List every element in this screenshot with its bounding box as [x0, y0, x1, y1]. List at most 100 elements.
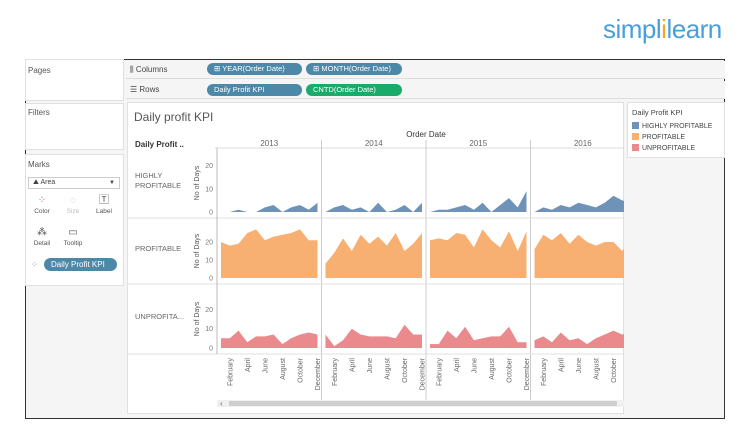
legend-item-highly-profitable[interactable]: HIGHLY PROFITABLE	[632, 122, 712, 132]
area-series-highly-profitable	[430, 191, 527, 212]
area-series-unprofitable	[221, 330, 318, 348]
month-tick-label: February	[227, 358, 234, 387]
mark-type-dropdown[interactable]: ⛰ Area ▼	[28, 177, 120, 189]
month-tick-label: February	[541, 358, 548, 387]
month-tick-label: June	[367, 358, 374, 373]
chevron-down-icon: ▼	[109, 180, 115, 186]
size-button-label: Size	[66, 208, 80, 215]
color-field-dots-icon: ⁘	[31, 260, 38, 269]
month-tick-label: April	[245, 358, 252, 372]
area-series-profitable	[325, 233, 422, 278]
y-tick-label: 20	[205, 240, 213, 247]
legend-swatch	[632, 122, 639, 129]
month-tick-label: April	[349, 358, 356, 372]
rows-icon: ☰	[130, 85, 138, 94]
legend-card	[627, 102, 725, 158]
month-tick-label: June	[471, 358, 478, 373]
pages-card	[25, 59, 124, 101]
rows-shelf-label: ☰ Rows	[130, 85, 160, 94]
row-label: PROFITABLE	[135, 244, 181, 253]
year-header: 2013	[260, 139, 278, 148]
marks-title: Marks	[28, 160, 50, 169]
y-tick-label: 0	[209, 210, 213, 217]
y-axis-title: No of Days	[194, 233, 201, 268]
month-tick-label: June	[262, 358, 269, 373]
pages-title: Pages	[28, 66, 51, 75]
row-label: UNPROFITA...	[135, 312, 184, 321]
columns-shelf-label: ⫼ Columns	[130, 65, 168, 74]
scrollbar-thumb	[229, 401, 617, 406]
size-circles-icon: ◌	[70, 195, 76, 206]
row-label: HIGHLY	[135, 171, 162, 180]
month-tick-label: October	[611, 357, 618, 383]
label-button[interactable]: 🅃 Label	[91, 194, 117, 222]
legend-item-profitable[interactable]: PROFITABLE	[632, 133, 685, 143]
label-button-label: Label	[96, 208, 112, 215]
detail-button-label: Detail	[33, 240, 51, 247]
color-button-label: Color	[34, 208, 50, 215]
row-header: Daily Profit ..	[135, 140, 184, 149]
area-series-unprofitable	[534, 330, 624, 348]
color-button[interactable]: ⁘ Color	[29, 194, 55, 222]
area-series-profitable	[430, 229, 527, 278]
legend-title: Daily Profit KPI	[632, 108, 683, 117]
month-tick-label: April	[454, 358, 461, 372]
y-tick-label: 20	[205, 307, 213, 314]
month-tick-label: February	[332, 358, 339, 387]
month-tick-label: August	[280, 358, 287, 380]
y-tick-label: 10	[205, 186, 213, 193]
simplilearn-logo: simplilearn	[603, 14, 722, 44]
label-text-icon: 🅃	[99, 195, 109, 206]
y-tick-label: 0	[209, 276, 213, 283]
month-tick-label: December	[420, 357, 427, 390]
month-tick-label: October	[506, 357, 513, 383]
tooltip-bubble-icon: ▭	[68, 227, 78, 238]
month-tick-label: December	[524, 357, 531, 390]
month-tick-label: October	[297, 357, 304, 383]
month-tick-label: October	[402, 357, 409, 383]
detail-button[interactable]: ⁂ Detail	[29, 226, 55, 254]
area-series-highly-profitable	[221, 202, 318, 212]
color-field-pill[interactable]: Daily Profit KPI	[44, 258, 117, 271]
legend-swatch	[632, 133, 639, 140]
view-title: Daily profit KPI	[134, 110, 214, 124]
row-label: PROFITABLE	[135, 181, 181, 190]
year-order-date-pill[interactable]: ⊞ YEAR(Order Date)	[207, 63, 302, 75]
area-series-unprofitable	[325, 324, 422, 348]
size-button[interactable]: ◌ Size	[60, 194, 86, 222]
year-header: 2014	[365, 139, 383, 148]
month-order-date-pill[interactable]: ⊞ MONTH(Order Date)	[306, 63, 402, 75]
month-tick-label: August	[384, 358, 391, 380]
y-tick-label: 10	[205, 258, 213, 265]
expand-plus-icon: ⊞	[313, 64, 320, 73]
cntd-order-date-pill[interactable]: CNTD(Order Date)	[306, 84, 402, 96]
month-tick-label: February	[436, 358, 443, 387]
detail-dots-icon: ⁂	[37, 227, 47, 238]
y-axis-title: No of Days	[194, 165, 201, 200]
year-header: 2015	[469, 139, 487, 148]
scroll-left-arrow: ‹	[220, 399, 223, 408]
area-series-unprofitable	[430, 326, 527, 348]
month-tick-label: August	[489, 358, 496, 380]
area-series-highly-profitable	[325, 202, 422, 212]
month-tick-label: August	[593, 358, 600, 380]
expand-plus-icon: ⊞	[214, 64, 221, 73]
filters-title: Filters	[28, 108, 50, 117]
tooltip-button-label: Tooltip	[63, 240, 83, 247]
legend-item-unprofitable[interactable]: UNPROFITABLE	[632, 144, 695, 154]
columns-icon: ⫼	[130, 65, 134, 74]
y-axis-title: No of Days	[194, 301, 201, 336]
area-series-profitable	[534, 233, 624, 278]
daily-profit-kpi-pill[interactable]: Daily Profit KPI	[207, 84, 302, 96]
column-header: Order Date	[406, 130, 446, 139]
filters-card	[25, 103, 124, 150]
tooltip-button[interactable]: ▭ Tooltip	[60, 226, 86, 254]
area-series-profitable	[221, 229, 318, 278]
month-tick-label: April	[558, 358, 565, 372]
y-tick-label: 0	[209, 346, 213, 353]
legend-swatch	[632, 144, 639, 151]
year-header: 2016	[574, 139, 592, 148]
month-tick-label: June	[576, 358, 583, 373]
y-tick-label: 10	[205, 326, 213, 333]
